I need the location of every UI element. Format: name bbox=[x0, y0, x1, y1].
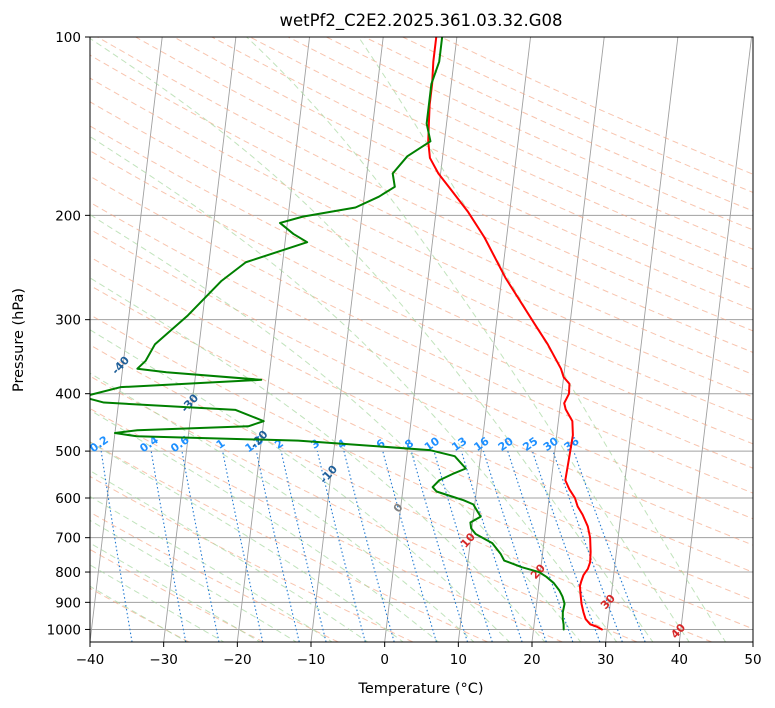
mixing-ratio-line bbox=[316, 450, 366, 642]
mixing-ratio-line bbox=[433, 450, 493, 642]
moist-adiabat-line bbox=[90, 519, 298, 642]
mixing-ratio-line bbox=[222, 450, 264, 642]
dry-adiabat-line bbox=[90, 77, 753, 398]
isotherm-line bbox=[678, 37, 752, 642]
dry-adiabat-line bbox=[90, 256, 753, 573]
moist-adiabat-line bbox=[246, 37, 690, 642]
y-tick-label: 700 bbox=[55, 531, 81, 547]
moist-adiabat-line bbox=[358, 37, 727, 642]
x-tick-label: −20 bbox=[223, 652, 252, 668]
isotherm-line bbox=[752, 638, 753, 642]
y-tick-label: 300 bbox=[55, 313, 81, 329]
isotherm-line bbox=[163, 37, 237, 642]
isotherm-line bbox=[236, 37, 310, 642]
moist-adiabat-line bbox=[90, 329, 511, 642]
dry-adiabat-line bbox=[173, 37, 753, 311]
dry-adiabat-line bbox=[90, 314, 753, 630]
y-tick-label: 800 bbox=[55, 565, 81, 581]
moist-adiabat-line bbox=[90, 37, 654, 642]
dry-adiabat-line bbox=[90, 441, 488, 642]
moist-adiabat-line bbox=[90, 564, 225, 642]
dry-adiabat-line bbox=[90, 284, 753, 601]
x-tick-label: 40 bbox=[671, 652, 688, 668]
dry-adiabat-line bbox=[90, 150, 753, 469]
dry-adiabat-line bbox=[90, 228, 753, 546]
y-tick-label: 900 bbox=[55, 595, 81, 611]
dry-adiabat-line bbox=[135, 37, 753, 332]
isotherm-line bbox=[310, 37, 384, 642]
dry-adiabat-line bbox=[90, 375, 638, 642]
mixing-ratio-line bbox=[507, 450, 574, 642]
temperature-profile-line bbox=[427, 37, 604, 631]
mixing-ratio-line bbox=[410, 450, 469, 642]
plot-frame bbox=[89, 36, 754, 643]
dry-adiabat-line bbox=[90, 344, 712, 642]
dry-adiabat-line bbox=[90, 125, 753, 445]
mixing-ratio-line bbox=[552, 450, 623, 642]
isotherm-line bbox=[531, 37, 605, 642]
mixing-ratio-line bbox=[460, 450, 523, 642]
isotherm-line bbox=[16, 37, 88, 642]
moist-adiabat-line bbox=[90, 136, 618, 642]
y-axis-title: Pressure (hPa) bbox=[11, 288, 27, 392]
x-tick-label: 50 bbox=[744, 652, 761, 668]
x-tick-label: 20 bbox=[523, 652, 540, 668]
mixing-ratio-line bbox=[255, 450, 300, 642]
moist-adiabat-line bbox=[90, 470, 369, 642]
mixing-ratio-line bbox=[280, 450, 327, 642]
y-tick-label: 400 bbox=[55, 387, 81, 403]
x-tick-label: −30 bbox=[149, 652, 178, 668]
chart-title: wetPf2_C2E2.2025.361.03.32.G08 bbox=[279, 11, 562, 31]
y-tick-label: 200 bbox=[55, 208, 81, 224]
moist-adiabat-line bbox=[90, 585, 189, 642]
y-tick-label: 500 bbox=[55, 444, 81, 460]
dry-adiabat-line bbox=[90, 511, 339, 642]
mixing-ratio-line bbox=[573, 450, 646, 642]
mixing-ratio-line bbox=[531, 450, 601, 642]
mixing-ratio-line bbox=[382, 450, 437, 642]
x-tick-label: −10 bbox=[297, 652, 326, 668]
mixing-ratio-line bbox=[343, 450, 395, 642]
moist-adiabat-line bbox=[90, 214, 582, 642]
dry-adiabat-line bbox=[90, 407, 563, 642]
moist-adiabat-line bbox=[90, 542, 262, 642]
mixing-ratio-line bbox=[482, 450, 547, 642]
moist-adiabat-line bbox=[90, 441, 404, 642]
y-tick-label: 600 bbox=[55, 491, 81, 507]
moist-adiabat-line bbox=[90, 372, 475, 642]
dewpoint-profile-line bbox=[90, 37, 566, 631]
x-tick-label: 0 bbox=[380, 652, 389, 668]
y-tick-label: 100 bbox=[55, 30, 81, 46]
x-tick-label: 10 bbox=[450, 652, 467, 668]
dry-adiabat-line bbox=[90, 54, 753, 376]
x-axis-title: Temperature (°C) bbox=[357, 681, 483, 697]
isotherm-line bbox=[384, 37, 458, 642]
plot-area bbox=[90, 37, 753, 642]
isotherm-line bbox=[90, 37, 163, 642]
dry-adiabat-line bbox=[90, 475, 414, 642]
isotherm-line bbox=[457, 37, 531, 642]
x-tick-label: 30 bbox=[597, 652, 614, 668]
dry-adiabat-line bbox=[90, 548, 264, 642]
x-tick-label: −40 bbox=[76, 652, 105, 668]
y-tick-label: 1000 bbox=[47, 622, 81, 638]
